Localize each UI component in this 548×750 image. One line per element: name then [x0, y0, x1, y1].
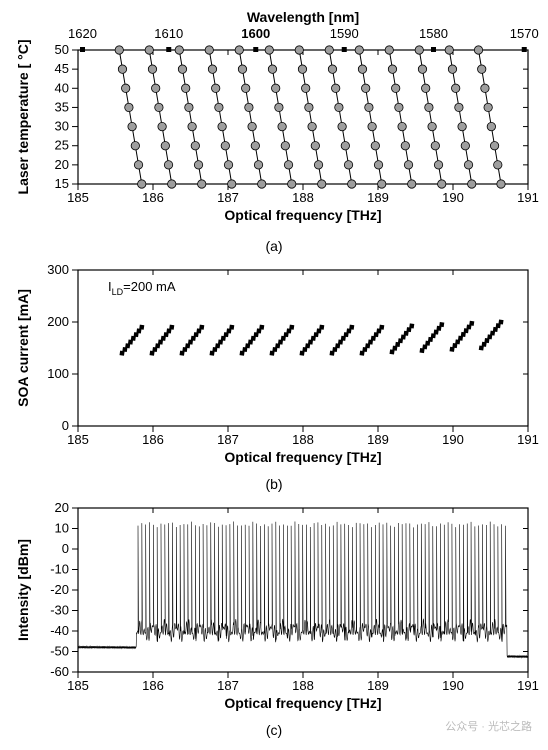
svg-text:0: 0	[62, 418, 69, 433]
chart-b: 185 186 187 188 189 190 191 Optical frequency […	[8, 256, 540, 476]
svg-text:100: 100	[47, 366, 69, 381]
svg-text:-10: -10	[50, 562, 69, 577]
panel-b-label: (b)	[8, 476, 540, 492]
svg-text:-40: -40	[50, 623, 69, 638]
panel-c-label: (c)	[8, 722, 540, 738]
chart-a: 185 186 187 188 189 190 191 Optical frequency […	[8, 8, 540, 238]
svg-text:-20: -20	[50, 582, 69, 597]
panel-c: 185 186 187 188 189 190 191 Optical frequency […	[8, 494, 540, 738]
svg-text:10: 10	[55, 521, 69, 536]
svg-text:1590: 1590	[330, 26, 359, 41]
svg-text:ILD=200 mA: ILD=200 mA	[108, 279, 176, 297]
svg-text:185: 185	[67, 190, 89, 205]
svg-text:200: 200	[47, 314, 69, 329]
svg-text:Optical frequency [THz]: Optical frequency [THz]	[224, 449, 381, 465]
svg-text:20: 20	[55, 500, 69, 515]
svg-text:50: 50	[55, 42, 69, 57]
svg-text:1580: 1580	[419, 26, 448, 41]
svg-text:187: 187	[217, 190, 239, 205]
svg-text:1610: 1610	[154, 26, 183, 41]
svg-text:185: 185	[67, 678, 89, 693]
svg-text:190: 190	[442, 432, 464, 447]
svg-text:Laser temperature [ °C]: Laser temperature [ °C]	[15, 40, 31, 195]
svg-text:15: 15	[55, 176, 69, 191]
svg-text:30: 30	[55, 119, 69, 134]
svg-text:1620: 1620	[68, 26, 97, 41]
svg-text:Optical frequency [THz]: Optical frequency [THz]	[224, 207, 381, 223]
svg-text:Optical frequency [THz]: Optical frequency [THz]	[224, 695, 381, 711]
svg-text:Intensity [dBm]: Intensity [dBm]	[15, 539, 31, 641]
svg-text:-50: -50	[50, 644, 69, 659]
svg-text:191: 191	[517, 432, 539, 447]
svg-text:190: 190	[442, 678, 464, 693]
svg-text:-30: -30	[50, 603, 69, 618]
panel-a: 185 186 187 188 189 190 191 Optical frequency […	[8, 8, 540, 254]
svg-text:189: 189	[367, 432, 389, 447]
svg-text:186: 186	[142, 432, 164, 447]
chart-c: 185 186 187 188 189 190 191 Optical frequency […	[8, 494, 540, 722]
svg-text:191: 191	[517, 678, 539, 693]
svg-text:190: 190	[442, 190, 464, 205]
svg-text:186: 186	[142, 678, 164, 693]
panel-a-label: (a)	[8, 238, 540, 254]
svg-text:187: 187	[217, 678, 239, 693]
svg-text:191: 191	[517, 190, 539, 205]
svg-text:-60: -60	[50, 664, 69, 679]
svg-text:186: 186	[142, 190, 164, 205]
svg-text:1600: 1600	[241, 26, 270, 41]
panel-b: 185 186 187 188 189 190 191 Optical frequency […	[8, 256, 540, 492]
svg-text:Wavelength [nm]: Wavelength [nm]	[247, 9, 359, 25]
svg-text:1570: 1570	[510, 26, 539, 41]
svg-text:188: 188	[292, 678, 314, 693]
svg-text:187: 187	[217, 432, 239, 447]
svg-text:300: 300	[47, 262, 69, 277]
svg-text:0: 0	[62, 541, 69, 556]
svg-text:185: 185	[67, 432, 89, 447]
svg-text:189: 189	[367, 190, 389, 205]
svg-text:45: 45	[55, 61, 69, 76]
svg-text:20: 20	[55, 157, 69, 172]
svg-text:188: 188	[292, 190, 314, 205]
svg-text:25: 25	[55, 138, 69, 153]
svg-text:188: 188	[292, 432, 314, 447]
svg-text:35: 35	[55, 99, 69, 114]
svg-text:189: 189	[367, 678, 389, 693]
svg-text:SOA current [mA]: SOA current [mA]	[15, 289, 31, 407]
svg-text:40: 40	[55, 80, 69, 95]
